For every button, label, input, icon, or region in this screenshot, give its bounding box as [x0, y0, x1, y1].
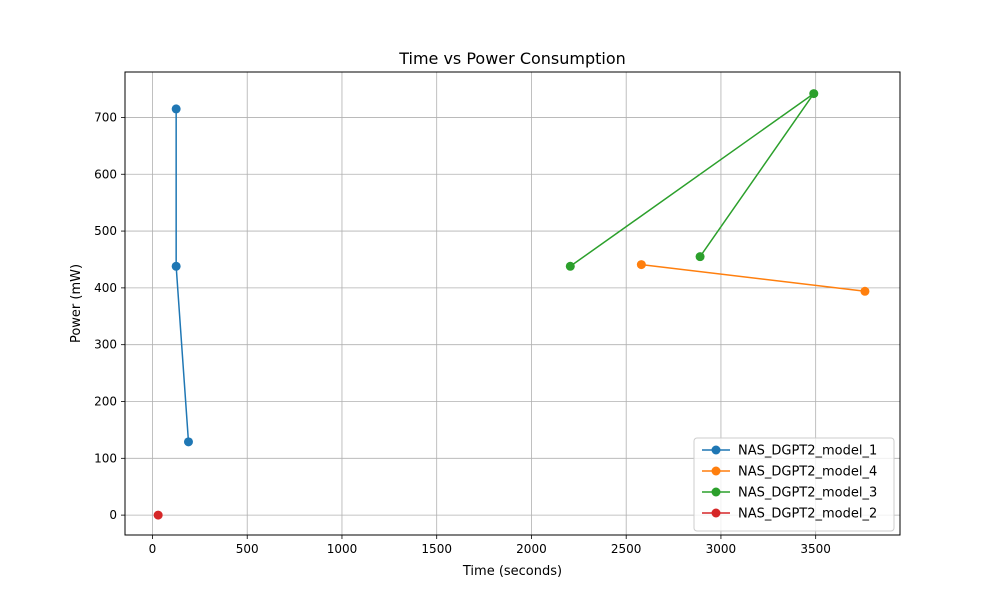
x-tick-label: 3500	[800, 542, 831, 556]
data-point	[809, 89, 819, 99]
data-point	[171, 261, 181, 271]
legend-label: NAS_DGPT2_model_4	[738, 465, 877, 480]
y-tick-label: 100	[94, 451, 117, 465]
data-point	[565, 261, 575, 271]
data-point	[636, 260, 646, 270]
series-line	[641, 263, 866, 293]
series-NAS_DGPT2_model_1	[171, 104, 193, 447]
y-axis-label: Power (mW)	[69, 264, 84, 343]
data-point	[695, 252, 705, 262]
data-point	[860, 286, 870, 296]
series-NAS_DGPT2_model_4	[636, 260, 870, 296]
y-tick-label: 700	[94, 110, 117, 124]
series-NAS_DGPT2_model_3	[565, 89, 819, 271]
x-tick-label: 0	[149, 542, 157, 556]
x-tick-label: 2000	[516, 542, 547, 556]
data-point	[183, 437, 193, 447]
chart-title: Time vs Power Consumption	[398, 49, 626, 68]
y-tick-label: 400	[94, 281, 117, 295]
x-tick-label: 500	[236, 542, 259, 556]
x-tick-label: 1500	[421, 542, 452, 556]
y-tick-label: 600	[94, 167, 117, 181]
data-point	[153, 510, 163, 520]
x-tick-label: 3000	[706, 542, 737, 556]
legend-marker	[711, 508, 721, 518]
x-axis-label: Time (seconds)	[462, 564, 562, 579]
legend-label: NAS_DGPT2_model_1	[738, 444, 877, 459]
legend-entry: NAS_DGPT2_model_4	[702, 465, 877, 480]
series-layer	[153, 89, 870, 520]
legend-marker	[711, 487, 721, 497]
legend-entry: NAS_DGPT2_model_3	[702, 486, 877, 501]
ticks: 0 500 1000 1500 2000 2500 3000 3500 0 100 200 300 40…	[94, 110, 831, 556]
data-point	[171, 104, 181, 114]
x-tick-label: 1000	[327, 542, 358, 556]
x-tick-label: 2500	[611, 542, 642, 556]
y-tick-label: 300	[94, 338, 117, 352]
legend-label: NAS_DGPT2_model_2	[738, 507, 877, 522]
legend-marker	[711, 445, 721, 455]
y-tick-label: 200	[94, 394, 117, 408]
legend-label: NAS_DGPT2_model_3	[738, 486, 877, 501]
legend: NAS_DGPT2_model_1 NAS_DGPT2_model_4 NAS_DG…	[693, 437, 895, 532]
series-NAS_DGPT2_model_2	[153, 510, 163, 520]
y-tick-label: 500	[94, 224, 117, 238]
legend-entry: NAS_DGPT2_model_1	[702, 444, 877, 459]
legend-entry: NAS_DGPT2_model_2	[702, 507, 877, 522]
y-tick-label: 0	[109, 508, 117, 522]
legend-box	[693, 437, 895, 532]
plot-frame	[124, 71, 901, 536]
legend-marker	[711, 466, 721, 476]
